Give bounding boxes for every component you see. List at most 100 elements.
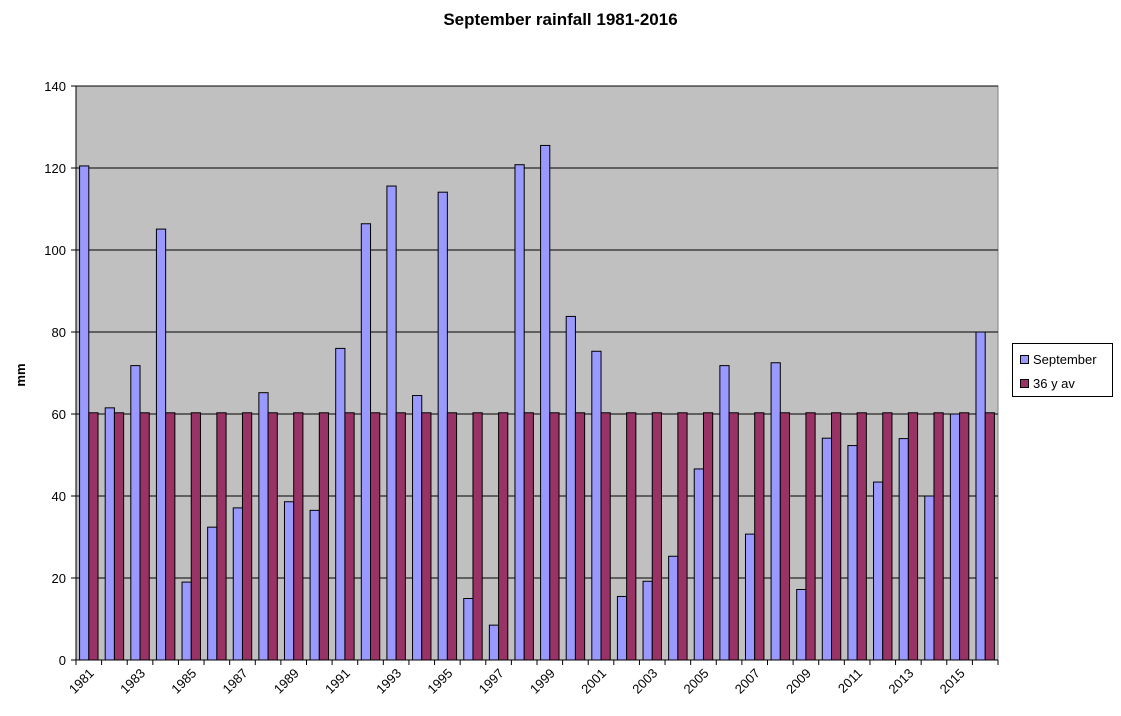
legend-swatch-september bbox=[1020, 354, 1029, 364]
bar-average-2001 bbox=[600, 412, 611, 661]
bar-september-2007 bbox=[744, 533, 756, 661]
bar-september-2015 bbox=[949, 413, 961, 661]
bar-september-2008 bbox=[770, 362, 781, 661]
x-tick-labels: 1981 1983 1985 1987 1989 1991 1993 1995 1997 1999… bbox=[66, 660, 999, 697]
x-tick-label-2009: 2009 bbox=[783, 666, 814, 697]
bar-september-2012 bbox=[873, 481, 884, 661]
bar-average-2006 bbox=[728, 412, 739, 661]
bar-september-2006 bbox=[719, 365, 730, 661]
bar-september-2013 bbox=[898, 438, 909, 661]
x-tick-label-2011: 2011 bbox=[835, 666, 865, 696]
bar-average-1991 bbox=[344, 412, 355, 661]
legend-label-average: 36 y av bbox=[1033, 375, 1075, 391]
bar-september-1988 bbox=[258, 392, 269, 661]
bar-average-1997 bbox=[498, 412, 509, 661]
legend-swatch-average bbox=[1020, 378, 1029, 388]
bar-average-1986 bbox=[216, 412, 227, 661]
bar-average-2000 bbox=[574, 412, 586, 661]
bar-average-1983 bbox=[139, 412, 150, 661]
y-tick-label: 120 bbox=[44, 161, 66, 176]
chart-title: September rainfall 1981-2016 bbox=[443, 10, 678, 29]
x-tick-label-1995: 1995 bbox=[424, 666, 455, 697]
bar-september-2001 bbox=[591, 350, 602, 661]
bar-average-2013 bbox=[907, 412, 919, 661]
bar-average-1984 bbox=[165, 412, 176, 661]
bar-average-1993 bbox=[395, 412, 406, 661]
bar-september-1997 bbox=[488, 624, 500, 661]
bar-september-1989 bbox=[283, 501, 295, 661]
bar-average-2014 bbox=[933, 412, 944, 661]
bar-september-1986 bbox=[207, 526, 218, 661]
bar-september-2014 bbox=[924, 495, 935, 661]
x-tick-label-1999: 1999 bbox=[527, 666, 558, 697]
bar-september-2004 bbox=[668, 555, 679, 661]
bar-september-1999 bbox=[540, 144, 551, 661]
bar-average-2007 bbox=[754, 412, 765, 661]
bar-september-1982 bbox=[104, 407, 115, 661]
y-axis-label: mm bbox=[13, 363, 28, 386]
legend: September 36 y av bbox=[1012, 343, 1113, 397]
x-tick-label-1981: 1981 bbox=[66, 666, 97, 697]
bar-september-2000 bbox=[565, 315, 576, 661]
x-tick-label-1989: 1989 bbox=[271, 666, 302, 697]
bar-september-1984 bbox=[155, 228, 167, 661]
bar-average-1994 bbox=[421, 412, 432, 661]
x-tick-label-2001: 2001 bbox=[578, 666, 609, 697]
y-tick-label: 80 bbox=[52, 325, 66, 340]
legend-item-september: September bbox=[1020, 351, 1097, 367]
bar-september-1992 bbox=[360, 223, 372, 661]
y-tick-labels: 0 20 40 60 80 100 120 140 bbox=[44, 79, 76, 668]
x-tick-label-2015: 2015 bbox=[937, 666, 968, 697]
bar-september-2009 bbox=[796, 588, 807, 661]
bar-average-2002 bbox=[626, 412, 637, 661]
bar-average-2012 bbox=[882, 412, 893, 661]
bar-september-1983 bbox=[130, 365, 141, 661]
bar-average-1982 bbox=[113, 412, 125, 661]
bars bbox=[79, 144, 995, 661]
bar-september-1998 bbox=[514, 164, 525, 661]
bar-average-2003 bbox=[651, 412, 662, 661]
bar-average-2008 bbox=[779, 412, 791, 661]
y-tick-label: 60 bbox=[52, 407, 66, 422]
bar-september-2010 bbox=[821, 437, 833, 661]
y-tick-label: 0 bbox=[59, 653, 66, 668]
bar-average-1989 bbox=[293, 412, 304, 661]
y-tick-label: 140 bbox=[44, 79, 66, 94]
bar-september-1991 bbox=[335, 347, 346, 661]
bar-average-1996 bbox=[472, 412, 483, 661]
bar-september-1985 bbox=[181, 581, 192, 661]
y-tick-label: 20 bbox=[52, 571, 66, 586]
y-tick-label: 100 bbox=[44, 243, 66, 258]
bar-average-1987 bbox=[241, 412, 253, 661]
bar-average-2005 bbox=[702, 412, 714, 661]
x-tick-label-1985: 1985 bbox=[168, 666, 199, 697]
bar-september-2002 bbox=[616, 595, 628, 661]
bar-average-1988 bbox=[267, 412, 278, 661]
bar-average-1992 bbox=[370, 412, 381, 661]
bar-average-1981 bbox=[88, 412, 99, 661]
bar-average-2010 bbox=[831, 412, 842, 661]
x-tick-label-2003: 2003 bbox=[629, 666, 660, 697]
legend-item-average: 36 y av bbox=[1020, 375, 1075, 391]
plot-area bbox=[75, 85, 999, 661]
bar-september-2003 bbox=[642, 580, 653, 661]
bar-september-1990 bbox=[309, 509, 320, 661]
bar-september-2011 bbox=[847, 445, 858, 661]
x-tick-label-1983: 1983 bbox=[117, 666, 148, 697]
bar-average-1998 bbox=[523, 412, 534, 661]
bar-september-1993 bbox=[386, 185, 397, 661]
bar-september-1995 bbox=[437, 191, 448, 661]
x-tick-label-1993: 1993 bbox=[373, 666, 404, 697]
bar-september-1981 bbox=[79, 165, 90, 661]
bar-average-1999 bbox=[549, 412, 560, 661]
bar-september-2005 bbox=[693, 468, 704, 661]
bar-september-2016 bbox=[975, 331, 986, 661]
legend-label-september: September bbox=[1033, 351, 1097, 367]
bar-average-1995 bbox=[446, 412, 458, 661]
bar-average-1985 bbox=[190, 412, 201, 661]
bar-average-2011 bbox=[856, 412, 867, 661]
bar-average-1990 bbox=[318, 412, 330, 661]
x-tick-label-1997: 1997 bbox=[476, 666, 507, 697]
x-tick-label-2005: 2005 bbox=[681, 666, 712, 697]
